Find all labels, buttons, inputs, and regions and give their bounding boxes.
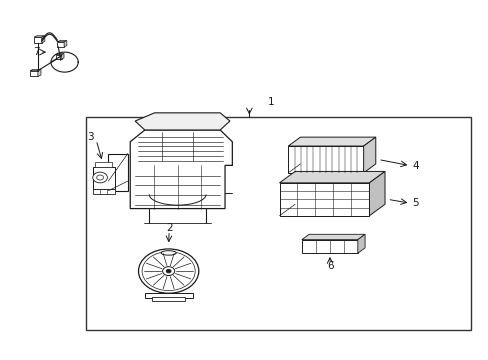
- Polygon shape: [357, 234, 365, 253]
- Text: 6: 6: [326, 261, 333, 271]
- Polygon shape: [301, 234, 365, 240]
- Polygon shape: [41, 36, 45, 43]
- Bar: [152, 297, 185, 301]
- Polygon shape: [363, 137, 375, 173]
- Polygon shape: [61, 54, 64, 59]
- Bar: [287, 146, 363, 173]
- Bar: [56, 55, 61, 59]
- Text: 2: 2: [165, 223, 172, 233]
- Polygon shape: [57, 41, 67, 42]
- Bar: [95, 162, 112, 167]
- Bar: [34, 37, 41, 43]
- Polygon shape: [30, 69, 41, 71]
- Text: 4: 4: [411, 161, 418, 171]
- Circle shape: [163, 267, 174, 275]
- Polygon shape: [287, 137, 375, 146]
- Polygon shape: [34, 36, 45, 37]
- Circle shape: [93, 172, 107, 183]
- Polygon shape: [279, 171, 384, 183]
- Bar: [30, 71, 38, 76]
- Text: 5: 5: [411, 198, 418, 208]
- Polygon shape: [369, 171, 384, 216]
- Polygon shape: [38, 69, 41, 76]
- Text: 1: 1: [267, 97, 274, 107]
- Polygon shape: [56, 54, 64, 55]
- Bar: [86, 117, 469, 330]
- Polygon shape: [64, 41, 67, 47]
- Bar: [279, 183, 369, 216]
- Bar: [301, 240, 357, 253]
- Bar: [57, 42, 64, 47]
- Bar: [93, 167, 115, 189]
- Circle shape: [166, 269, 171, 273]
- Circle shape: [97, 175, 103, 180]
- Text: 7: 7: [33, 47, 40, 57]
- Text: 3: 3: [87, 132, 94, 142]
- Bar: [144, 293, 192, 297]
- Bar: [93, 189, 115, 194]
- Polygon shape: [130, 130, 232, 208]
- Polygon shape: [108, 154, 127, 191]
- Circle shape: [138, 249, 199, 293]
- Polygon shape: [135, 113, 229, 130]
- Ellipse shape: [161, 251, 176, 255]
